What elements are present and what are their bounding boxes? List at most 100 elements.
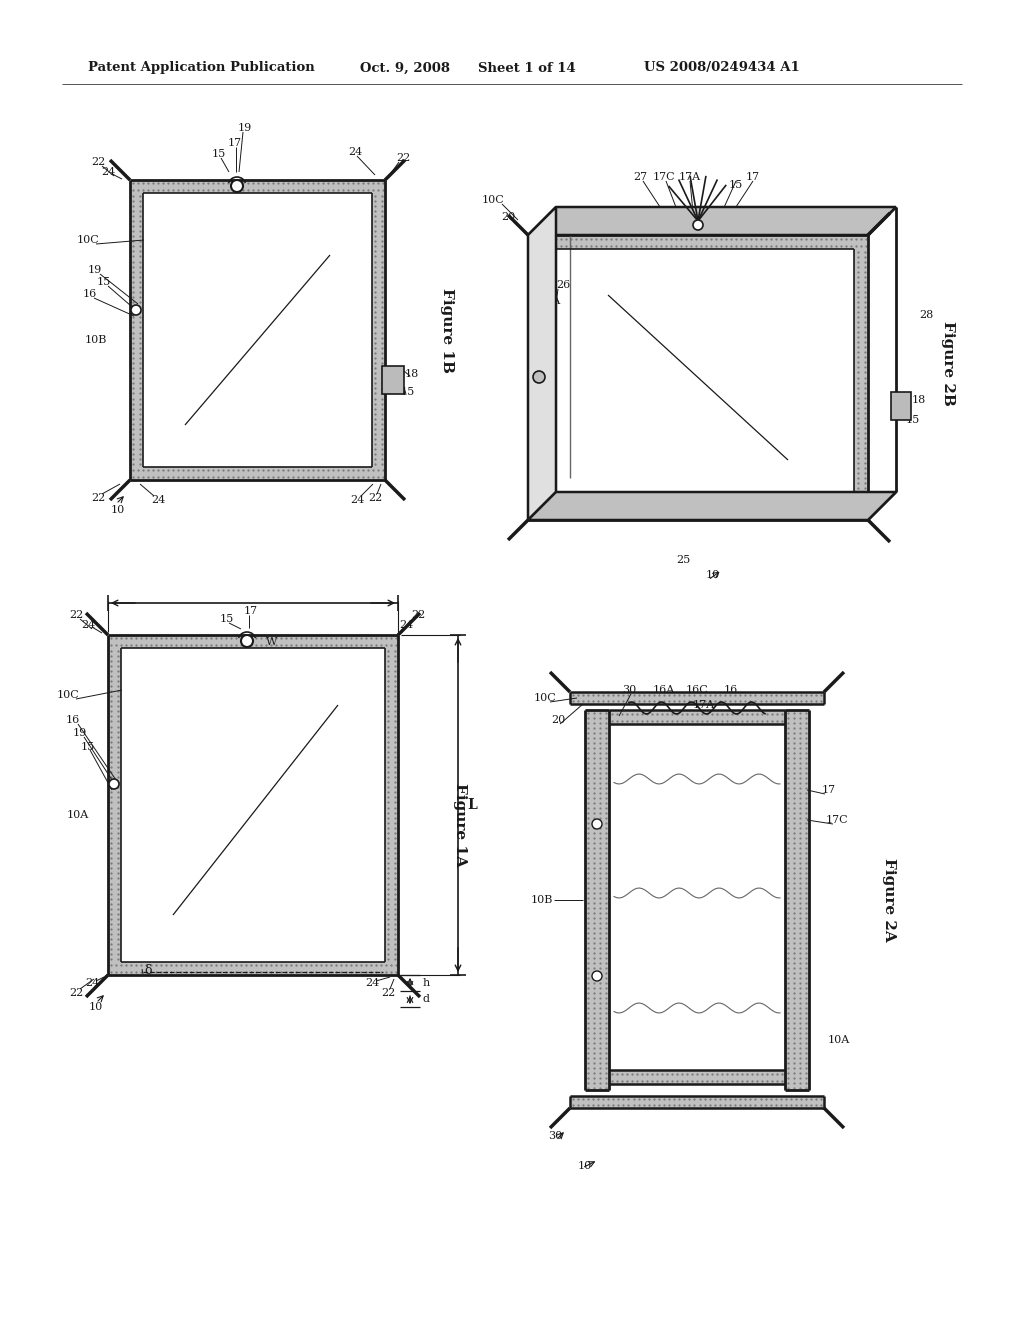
Bar (528, 249, 542, 506)
Bar (528, 235, 868, 249)
Text: 10: 10 (111, 506, 125, 515)
Text: 22: 22 (381, 987, 395, 998)
Text: 10: 10 (578, 1162, 592, 1171)
Text: 22: 22 (91, 492, 105, 503)
Bar (585, 710, 609, 1090)
Bar (570, 1096, 824, 1107)
Text: 22: 22 (69, 610, 83, 620)
Text: 19: 19 (73, 729, 87, 738)
Text: 25: 25 (676, 554, 690, 565)
Text: d: d (423, 994, 429, 1005)
Text: Oct. 9, 2008: Oct. 9, 2008 (360, 62, 450, 74)
Text: 28: 28 (919, 310, 933, 319)
Text: 15: 15 (729, 180, 743, 190)
Circle shape (109, 779, 119, 789)
Text: 15: 15 (81, 742, 95, 752)
Text: 22: 22 (411, 610, 425, 620)
Text: Figure 2A: Figure 2A (882, 858, 896, 942)
Text: 24: 24 (350, 495, 365, 506)
Text: 18: 18 (912, 395, 926, 405)
Text: 20: 20 (551, 715, 565, 725)
Text: 22: 22 (368, 492, 382, 503)
Text: 17C: 17C (825, 814, 848, 825)
Text: US 2008/0249434 A1: US 2008/0249434 A1 (644, 62, 800, 74)
Text: 27: 27 (633, 172, 647, 182)
Text: Figure 1A: Figure 1A (453, 783, 467, 867)
Circle shape (534, 371, 545, 383)
Text: 10B: 10B (530, 895, 553, 906)
Bar (891, 392, 911, 420)
Polygon shape (528, 492, 896, 520)
Text: 30: 30 (622, 685, 636, 696)
Text: 10B: 10B (797, 495, 819, 506)
Bar (143, 193, 372, 467)
Text: 10C: 10C (534, 693, 556, 704)
Bar (609, 1071, 785, 1084)
Text: 10B: 10B (85, 335, 108, 345)
Bar (108, 648, 121, 962)
Text: h: h (422, 978, 430, 987)
Text: 17C: 17C (652, 172, 675, 182)
Circle shape (131, 305, 141, 315)
Text: 15: 15 (906, 414, 921, 425)
Text: 26: 26 (556, 280, 570, 290)
Text: 24: 24 (81, 620, 95, 630)
Text: L: L (467, 799, 477, 812)
Text: 10: 10 (89, 1002, 103, 1012)
Text: 17: 17 (822, 785, 836, 795)
Text: Figure 1B: Figure 1B (440, 288, 454, 372)
Bar (609, 710, 785, 723)
Text: 18: 18 (404, 370, 419, 379)
Text: 22: 22 (69, 987, 83, 998)
Text: 16C: 16C (686, 685, 709, 696)
Text: 15: 15 (532, 345, 547, 355)
Text: 20: 20 (501, 213, 515, 222)
Text: 10A: 10A (827, 1035, 850, 1045)
Circle shape (592, 972, 602, 981)
Bar (130, 193, 143, 467)
Bar (528, 506, 868, 520)
Text: 10C: 10C (56, 690, 80, 700)
Text: 16C: 16C (528, 310, 551, 319)
Text: 10A: 10A (67, 810, 89, 820)
Text: 16: 16 (83, 289, 97, 300)
Text: δ: δ (144, 964, 152, 977)
Text: Figure 2B: Figure 2B (941, 321, 955, 405)
Bar (382, 366, 404, 393)
Text: 16: 16 (530, 325, 545, 335)
Circle shape (693, 220, 703, 230)
Bar (542, 249, 854, 506)
Text: 24: 24 (151, 495, 165, 506)
Text: 17: 17 (244, 606, 258, 616)
Text: 24: 24 (85, 978, 99, 987)
Text: 17: 17 (745, 172, 760, 182)
Text: 17: 17 (228, 139, 242, 148)
Bar (372, 193, 385, 467)
Text: W: W (266, 638, 278, 647)
Text: 22: 22 (396, 153, 411, 162)
Circle shape (241, 635, 253, 647)
Text: 10C: 10C (77, 235, 99, 246)
Bar (108, 635, 398, 648)
Text: Patent Application Publication: Patent Application Publication (88, 62, 314, 74)
Text: 10C: 10C (481, 195, 505, 205)
Text: 19: 19 (238, 123, 252, 133)
Text: 24: 24 (365, 978, 379, 987)
Bar (785, 710, 809, 1090)
Polygon shape (528, 207, 896, 235)
Text: Sheet 1 of 14: Sheet 1 of 14 (478, 62, 575, 74)
Text: 17A: 17A (679, 172, 701, 182)
Bar (130, 180, 385, 193)
Text: 10: 10 (706, 570, 720, 579)
Bar (108, 962, 398, 975)
Text: 24: 24 (399, 620, 413, 630)
Text: 24: 24 (101, 168, 115, 177)
Text: 17A: 17A (693, 700, 715, 710)
Text: 16A: 16A (539, 296, 561, 306)
Text: 30: 30 (539, 375, 553, 385)
Bar (570, 692, 824, 704)
Bar (130, 467, 385, 480)
Text: 15: 15 (220, 614, 234, 624)
Text: 24: 24 (348, 147, 362, 157)
Circle shape (231, 180, 243, 191)
